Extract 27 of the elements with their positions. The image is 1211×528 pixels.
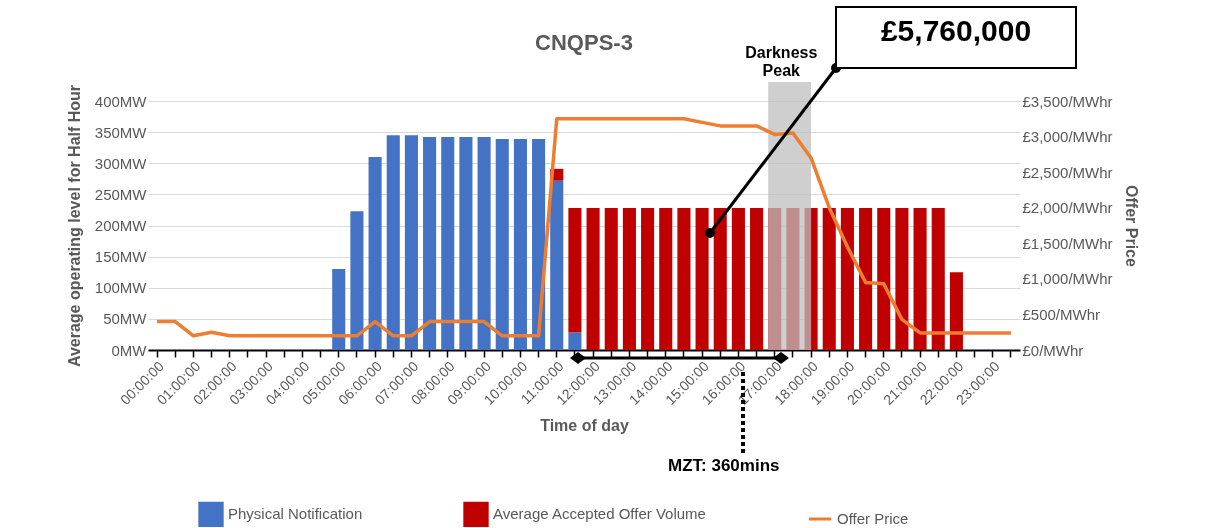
y-tick-label: 300MW [94,154,148,172]
y2-tick-label: £3,500/MWhr [1022,92,1113,110]
y2-tick-label: £2,500/MWhr [1022,163,1113,181]
y2-tick-label: £2,000/MWhr [1022,199,1113,217]
text: MZT: 360mins [668,456,780,476]
y-tick-label: 200MW [94,217,148,234]
chart-title: CNQPS-3 [535,30,633,55]
y-tick-label: 400MW [94,92,148,110]
y2-tick-label: £1,500/MWhr [1022,234,1113,252]
y-axis-title: Average operating level for Half Hour [65,84,83,368]
x-axis-title: Time of day [540,416,629,434]
y-tick-label: 250MW [94,185,148,203]
y2-axis-title: Offer Price [1122,185,1140,268]
legend-label: Physical Notification [228,505,363,523]
y-tick-label: 150MW [94,248,148,266]
y2-tick-label: £0/MWhr [1022,341,1084,359]
band-label: Darkness Peak [745,44,818,79]
y-tick-label: 350MW [94,123,148,141]
text: £5,760,000 [879,14,1033,48]
y-tick-label: 0MW [111,341,148,359]
legend-label: Average Accepted Offer Volume [493,505,706,523]
y2-tick-label: £500/MWhr [1022,305,1101,323]
y2-tick-label: £3,000/MWhr [1022,128,1113,146]
y-tick-label: 50MW [103,310,148,328]
y2-tick-label: £1,000/MWhr [1022,270,1113,288]
legend-label: Offer Price [837,510,909,527]
y-tick-label: 100MW [94,279,148,297]
